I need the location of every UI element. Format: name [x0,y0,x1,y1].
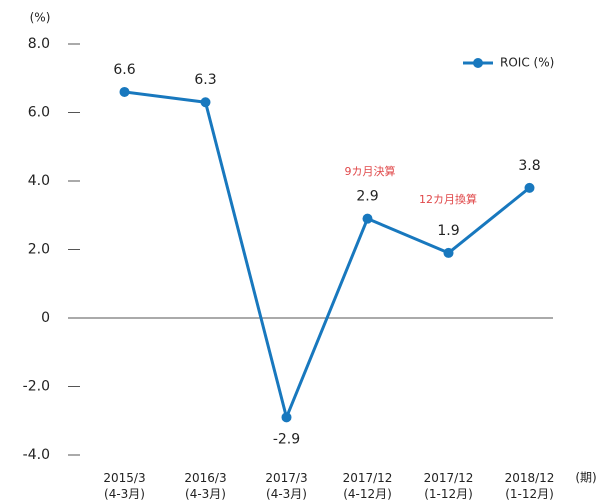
x-tick-label-line: 2017/3 [265,471,307,485]
value-label: 2.9 [356,189,378,205]
legend-label: ROIC (%) [500,56,554,70]
x-tick-label: 2016/3 (4-3月) [184,471,226,501]
x-tick-label: 2017/3 (4-3月) [265,471,307,501]
x-tick-label: 2018/12 (1-12月) [505,471,555,501]
value-label: -2.9 [273,431,300,447]
y-tick-label: 0 [41,310,50,326]
x-tick-label-line: (4-12月) [343,487,392,501]
point [362,213,373,224]
point [119,86,130,97]
x-tick-label-line: 2015/3 [103,471,145,485]
legend-marker [473,58,483,68]
y-tick-label: 8.0 [28,36,50,52]
x-tick-label: 2017/12 (1-12月) [424,471,474,501]
x-tick-label-line: 2017/12 [424,471,474,485]
y-unit: (%) [30,11,51,25]
x-tick-label-line: (1-12月) [424,487,473,501]
x-tick-label-line: 2018/12 [505,471,555,485]
value-label: 6.3 [194,72,216,88]
x-tick-label: 2015/3 (4-3月) [103,471,145,501]
y-tick-label: 4.0 [28,173,50,189]
x-tick-label-line: 2016/3 [184,471,226,485]
y-tick-label: -2.0 [23,379,50,395]
x-unit: (期) [575,471,596,485]
y-tick-label: 6.0 [28,105,50,121]
point [443,247,454,258]
y-tick-label: -4.0 [23,447,50,463]
point [200,97,211,108]
x-tick-label-line: (4-3月) [185,487,226,501]
x-tick-label-line: 2017/12 [343,471,393,485]
line [124,90,531,419]
point [524,182,535,193]
y-tick-label: 2.0 [28,242,50,258]
x-tick-label-line: (4-3月) [104,487,145,501]
x-tick-label-line: (1-12月) [505,487,554,501]
x-tick-label-line: (4-3月) [266,487,307,501]
value-label: 3.8 [518,158,540,174]
annotation: 9カ月決算 [345,164,396,178]
x-tick-label: 2017/12 (4-12月) [343,471,393,501]
point [281,412,292,423]
value-label: 6.6 [113,62,135,78]
value-label: 1.9 [437,223,459,239]
annotation: 12カ月換算 [419,192,477,206]
